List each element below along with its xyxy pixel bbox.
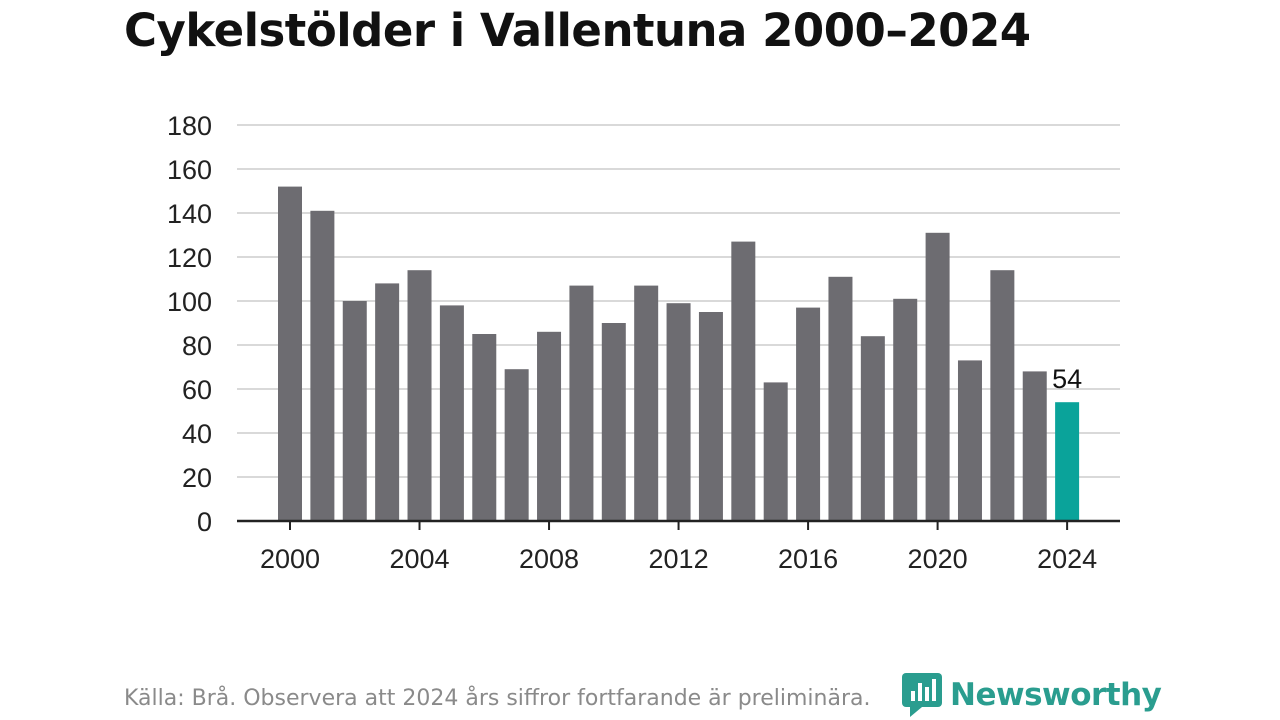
bar-2008 <box>537 331 562 521</box>
bar-2021 <box>957 360 982 521</box>
bar-2017 <box>828 276 853 521</box>
chart-title: Cykelstölder i Vallentuna 2000–2024 <box>124 4 1031 57</box>
bar-2016 <box>796 307 821 521</box>
data-label: 54 <box>1052 364 1082 394</box>
bar-2010 <box>601 323 626 521</box>
y-tick-label: 160 <box>167 155 212 185</box>
bar-2015 <box>763 382 788 521</box>
bar-2014 <box>731 241 756 521</box>
bar-2006 <box>472 334 497 521</box>
y-tick-label: 80 <box>182 331 212 361</box>
y-tick-label: 60 <box>182 375 212 405</box>
bars <box>278 186 1080 522</box>
x-tick-label: 2000 <box>260 544 320 574</box>
bar-2002 <box>342 301 367 521</box>
bar-2013 <box>698 312 723 521</box>
x-axis-ticks: 2000 2004 2008 2012 2016 2020 2024 <box>260 521 1097 574</box>
x-tick-label: 2024 <box>1037 544 1097 574</box>
y-tick-label: 180 <box>167 111 212 141</box>
bar-2005 <box>439 305 464 521</box>
bar-2024 <box>1055 402 1080 521</box>
y-tick-label: 20 <box>182 463 212 493</box>
bar-chart: 0 20 40 60 80 100 120 140 160 180 2000 2004 2008 201… <box>167 111 1120 574</box>
y-axis-ticks: 0 20 40 60 80 100 120 140 160 180 <box>167 111 212 537</box>
data-labels: 54 <box>1052 364 1082 394</box>
source-note: Källa: Brå. Observera att 2024 års siffr… <box>124 686 871 711</box>
bar-2018 <box>860 336 885 521</box>
newsworthy-logo-icon <box>902 673 942 717</box>
x-tick-label: 2020 <box>908 544 968 574</box>
newsworthy-logo: Newsworthy <box>902 670 1162 720</box>
y-tick-label: 100 <box>167 287 212 317</box>
x-tick-label: 2016 <box>778 544 838 574</box>
bar-2001 <box>310 210 335 522</box>
bar-2023 <box>1022 371 1047 521</box>
y-tick-label: 0 <box>197 507 212 537</box>
bar-2004 <box>407 270 432 521</box>
bar-2011 <box>634 285 659 521</box>
y-tick-label: 140 <box>167 199 212 229</box>
bar-2009 <box>569 285 594 521</box>
bar-2003 <box>375 283 400 521</box>
bar-2022 <box>990 270 1015 521</box>
y-tick-label: 40 <box>182 419 212 449</box>
x-tick-label: 2008 <box>519 544 579 574</box>
bar-2000 <box>278 186 302 521</box>
bar-2020 <box>925 232 950 522</box>
bar-2012 <box>666 303 691 521</box>
bar-2007 <box>504 369 529 521</box>
newsworthy-logo-text: Newsworthy <box>950 677 1162 713</box>
y-tick-label: 120 <box>167 243 212 273</box>
x-tick-label: 2004 <box>389 544 449 574</box>
x-tick-label: 2012 <box>649 544 709 574</box>
bar-2019 <box>893 298 918 521</box>
